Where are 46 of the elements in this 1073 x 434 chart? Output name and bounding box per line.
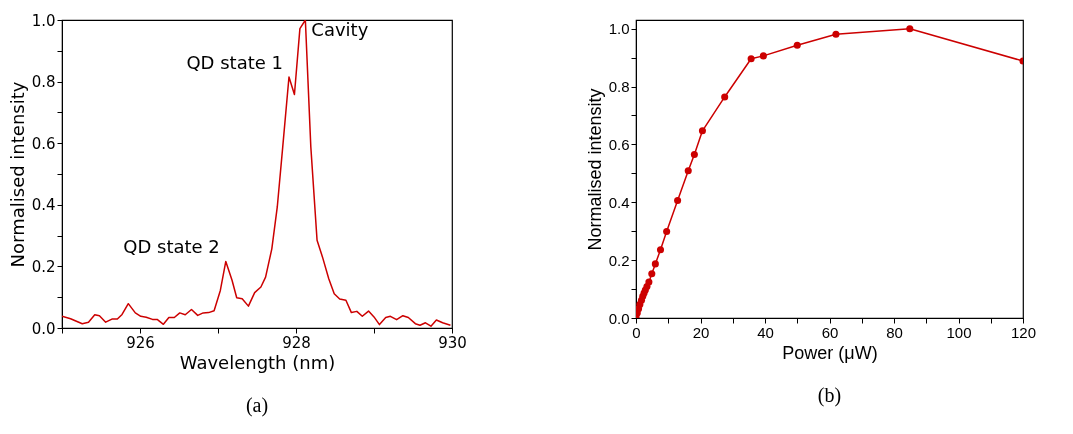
x-tick-label: 0 [632,323,641,341]
point [793,41,801,49]
point [698,127,706,135]
text: (a) [245,394,269,417]
text: (b) [817,384,842,407]
y-tick-label: 1.0 [608,20,630,38]
point [663,227,671,236]
y-tick-label: 0.0 [608,309,630,327]
y-tick-label: 0.6 [31,134,56,153]
y-tick-label: 0.2 [31,257,56,276]
point [684,167,692,175]
x-tick-label: 926 [126,333,155,352]
y-tick-label: 0.8 [608,78,630,96]
point [832,30,840,38]
point [721,93,729,101]
x-tick-label: 928 [282,333,311,352]
point [747,55,755,63]
point [759,52,767,60]
x-tick-label: 100 [946,323,972,341]
point [651,260,659,268]
x-tick-label: 60 [821,323,839,341]
y-tick-label: 1.0 [31,11,56,30]
point [674,197,682,205]
point [690,151,698,159]
annotation: QD state 1 [186,51,283,73]
annotation: Cavity [311,19,369,40]
y-axis-title: Normalised intensity [584,88,605,251]
point [906,25,914,33]
y-tick-label: 0.6 [608,135,630,153]
point [656,246,665,254]
x-tick-label: 20 [692,323,710,341]
y-tick-label: 0.0 [31,319,56,338]
y-tick-label: 0.4 [608,193,630,211]
x-tick-label: 930 [438,333,467,352]
x-tick-label: 80 [886,323,903,341]
annotation: QD state 2 [123,236,220,258]
x-tick-label: 40 [757,323,774,341]
x-axis-title: Power (μW) [782,342,878,363]
y-tick-label: 0.2 [608,251,630,269]
point [645,278,653,286]
y-tick-label: 0.8 [31,73,56,92]
y-axis-title: Normalised intensity [6,81,28,268]
x-tick-label: 120 [1010,323,1037,341]
x-axis-title: Wavelength (nm) [179,351,336,373]
point [648,270,656,278]
y-tick-label: 0.4 [31,196,56,215]
